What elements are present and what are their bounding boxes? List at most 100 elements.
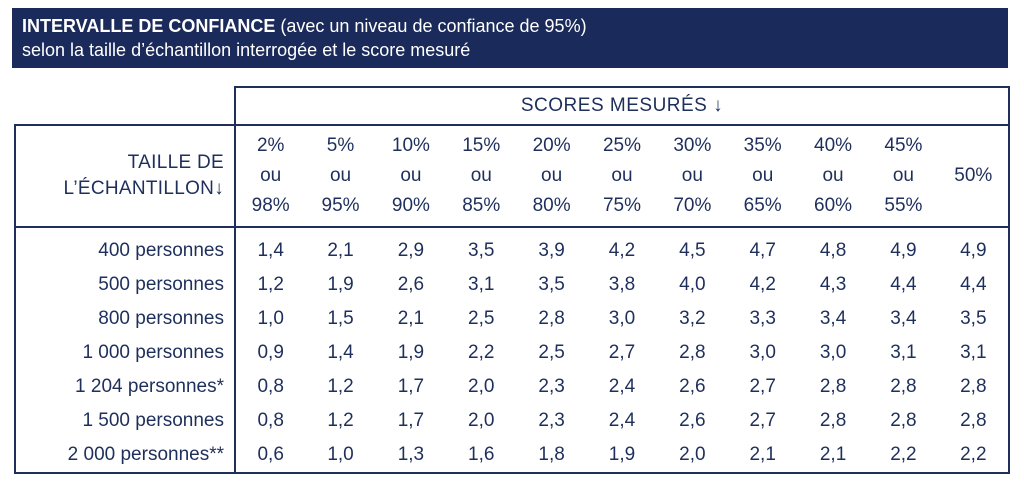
table-row: 1 204 personnes* 0,8 1,2 1,7 2,0 2,3 2,4 2,6 2,7… <box>14 370 1011 404</box>
interval-value-cell: 2,1 <box>727 438 798 474</box>
sample-size-header-line-1: TAILLE DE <box>127 152 224 173</box>
interval-value-cell: 2,8 <box>890 410 917 431</box>
score-column-header-line: 35% <box>743 135 782 156</box>
table-row: 500 personnes 1,2 1,9 2,6 3,1 3,5 3,8 4,0 4,2 4,3… <box>14 268 1011 302</box>
interval-value-cell: 0,9 <box>257 342 284 363</box>
interval-value-cell: 4,3 <box>819 274 847 295</box>
score-column-header-line: 95% <box>321 195 360 216</box>
title-line-2: selon la taille d’échantillon interrogée… <box>22 40 471 60</box>
interval-value-cell: 2,5 <box>468 308 495 329</box>
score-column-header: 30% ou 70% <box>657 124 728 228</box>
score-column-header: 5% ou 95% <box>305 124 376 228</box>
score-column-header-line: 25% <box>602 135 641 156</box>
scores-header: SCORES MESURÉS ↓ <box>233 86 1011 125</box>
interval-value-cell: 2,6 <box>397 274 425 295</box>
score-column-header: 15% ou 85% <box>446 124 517 228</box>
score-column-header-line: 60% <box>814 195 853 216</box>
interval-value-cell: 2,7 <box>608 342 636 363</box>
score-column-header-line: 15% <box>462 135 501 156</box>
interval-value-cell: 3,8 <box>608 274 636 295</box>
score-column-header-line: 75% <box>602 195 641 216</box>
score-column-header-line: ou <box>892 165 914 186</box>
score-column-header-line: 2% <box>256 135 285 156</box>
interval-value-cell: 2,0 <box>468 376 495 397</box>
interval-value-cell: 3,5 <box>468 240 495 261</box>
interval-value-cell: 1,7 <box>397 410 425 431</box>
score-column-header-line: 20% <box>532 135 571 156</box>
interval-value-cell: 1,9 <box>586 438 658 474</box>
title-bold: INTERVALLE DE CONFIANCE <box>22 16 276 36</box>
interval-value-cell: 1,8 <box>516 438 587 474</box>
sample-size-header: TAILLE DE L’ÉCHANTILLON↓ <box>14 124 236 228</box>
interval-value-cell: 1,5 <box>327 308 354 329</box>
interval-value-cell: 2,1 <box>327 240 354 261</box>
interval-value-cell: 1,9 <box>327 274 354 295</box>
interval-value-cell: 4,2 <box>608 240 636 261</box>
score-column-header-line: ou <box>611 165 633 186</box>
score-column-header-line: ou <box>470 165 492 186</box>
interval-value-cell: 2,8 <box>938 370 1011 404</box>
score-column-header-line: ou <box>400 165 422 186</box>
score-column-header-line: 70% <box>673 195 712 216</box>
score-column-header: 20% ou 80% <box>516 124 587 228</box>
interval-value-cell: 4,9 <box>938 227 1011 268</box>
table-row: 400 personnes 1,4 2,1 2,9 3,5 3,9 4,2 4,5 4,7 4,8… <box>14 227 1011 268</box>
confidence-interval-table: SCORES MESURÉS ↓ TAILLE DE L’ÉCHANTILLON… <box>14 86 1011 474</box>
interval-value-cell: 1,2 <box>257 274 284 295</box>
table-row: 2 000 personnes** 0,6 1,0 1,3 1,6 1,8 1,9 2,0 2,… <box>14 438 1011 474</box>
interval-value-cell: 4,0 <box>679 274 706 295</box>
interval-value-cell: 2,5 <box>538 342 565 363</box>
score-column-header-line: 90% <box>391 195 430 216</box>
score-column-header-line: ou <box>752 165 774 186</box>
table-title-banner: INTERVALLE DE CONFIANCE (avec un niveau … <box>12 8 1008 68</box>
score-column-header-line: ou <box>681 165 703 186</box>
interval-value-cell: 2,8 <box>819 410 847 431</box>
score-column-header-line: ou <box>329 165 352 186</box>
score-column-header-line: 45% <box>884 135 923 156</box>
sample-size-label: 2 000 personnes** <box>14 438 236 474</box>
interval-value-cell: 3,1 <box>468 274 495 295</box>
score-column-header: 45% ou 55% <box>868 124 939 228</box>
interval-value-cell: 4,4 <box>890 274 917 295</box>
sample-size-label: 800 personnes <box>14 302 236 336</box>
interval-value-cell: 1,4 <box>327 342 354 363</box>
interval-value-cell: 1,7 <box>397 376 425 397</box>
interval-value-cell: 3,0 <box>749 342 776 363</box>
sample-size-label: 1 500 personnes <box>14 404 236 438</box>
interval-value-cell: 2,7 <box>749 376 776 397</box>
interval-value-cell: 2,8 <box>938 404 1011 438</box>
score-column-header-line: ou <box>260 165 282 186</box>
scores-header-row: SCORES MESURÉS ↓ <box>15 86 1011 125</box>
interval-value-cell: 0,6 <box>235 438 306 474</box>
interval-value-cell: 2,2 <box>468 342 495 363</box>
interval-value-cell: 4,4 <box>938 268 1011 302</box>
score-column-header: 10% ou 90% <box>375 124 447 228</box>
score-column-header: 50% <box>938 124 1011 228</box>
table-body: 400 personnes 1,4 2,1 2,9 3,5 3,9 4,2 4,5 4,7 4,8… <box>14 227 1011 474</box>
sample-size-label: 400 personnes <box>14 227 236 268</box>
interval-value-cell: 2,1 <box>397 308 425 329</box>
score-column-header-line: 98% <box>251 195 290 216</box>
score-column-header-line: 85% <box>462 195 501 216</box>
table-row: 800 personnes 1,0 1,5 2,1 2,5 2,8 3,0 3,2 3,3 3,4… <box>14 302 1011 336</box>
interval-value-cell: 4,2 <box>749 274 776 295</box>
interval-value-cell: 2,8 <box>819 376 847 397</box>
interval-value-cell: 4,5 <box>679 240 706 261</box>
interval-value-cell: 2,8 <box>679 342 706 363</box>
score-column-header-line: 10% <box>391 135 430 156</box>
interval-value-cell: 3,4 <box>890 308 917 329</box>
interval-value-cell: 3,1 <box>938 336 1011 370</box>
score-column-header-line: 5% <box>326 135 355 156</box>
interval-value-cell: 2,8 <box>538 308 565 329</box>
title-subtitle: (avec un niveau de confiance de 95%) <box>275 16 587 36</box>
interval-value-cell: 3,5 <box>538 274 565 295</box>
interval-value-cell: 2,3 <box>538 410 565 431</box>
interval-value-cell: 2,0 <box>468 410 495 431</box>
score-column-header-line: ou <box>822 165 844 186</box>
interval-value-cell: 1,2 <box>327 376 354 397</box>
score-column-header-line: 30% <box>673 135 712 156</box>
interval-value-cell: 0,8 <box>257 376 284 397</box>
interval-value-cell: 4,8 <box>819 240 847 261</box>
score-column-header-line: 50% <box>954 165 993 186</box>
interval-value-cell: 2,2 <box>938 438 1011 474</box>
